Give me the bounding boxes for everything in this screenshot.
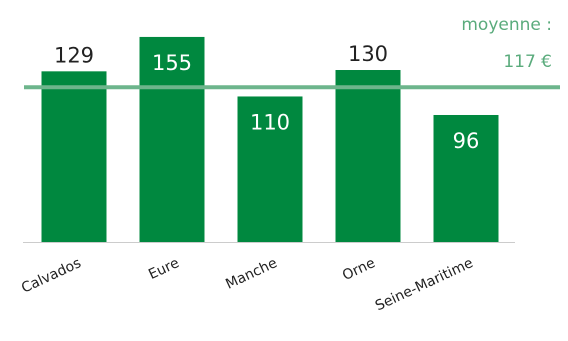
bar-eure: [139, 36, 205, 243]
value-label-calvados: 129: [54, 43, 94, 67]
value-labels-group: 129 155 110 130 96: [54, 42, 479, 153]
bar-calvados: [41, 71, 107, 242]
average-label-line2: 117 €: [503, 52, 552, 72]
value-label-eure: 155: [152, 51, 192, 75]
value-label-orne: 130: [348, 42, 388, 66]
category-label-orne: Orne: [340, 255, 378, 284]
average-label-line1: moyenne :: [461, 15, 552, 35]
category-label-eure: Eure: [146, 255, 182, 283]
bar-manche: [237, 96, 303, 242]
value-label-manche: 110: [250, 110, 290, 134]
category-label-manche: Manche: [223, 255, 279, 293]
category-label-calvados: Calvados: [19, 255, 84, 296]
value-label-seine-maritime: 96: [453, 129, 480, 153]
bar-orne: [335, 70, 401, 242]
bars-group: [41, 36, 499, 243]
category-label-seine-maritime: Seine-Maritime: [373, 255, 476, 314]
bar-seine-maritime: [433, 114, 499, 242]
